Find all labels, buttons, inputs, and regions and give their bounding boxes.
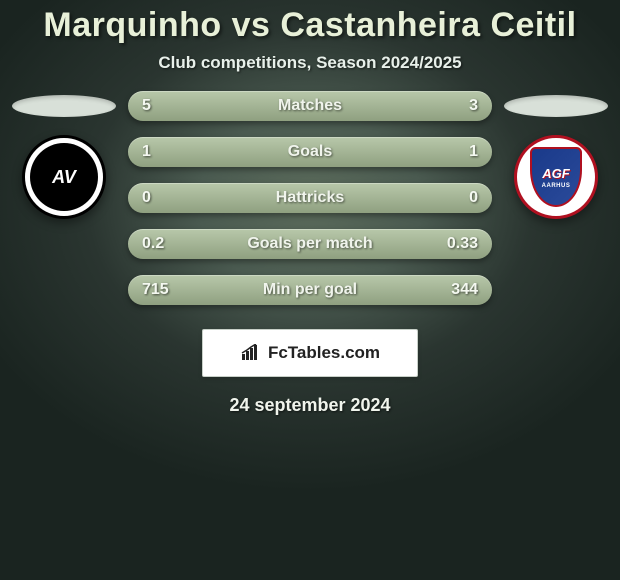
page-title: Marquinho vs Castanheira Ceitil: [0, 6, 620, 45]
stat-left-value: 1: [142, 143, 182, 161]
right-club-shield: AGF AARHUS: [530, 147, 582, 207]
stat-left-value: 5: [142, 97, 182, 115]
stats-column: 5 Matches 3 1 Goals 1 0 Hattricks 0 0.2 …: [128, 91, 492, 305]
stat-row: 715 Min per goal 344: [128, 275, 492, 305]
stat-label: Goals per match: [247, 235, 372, 253]
comparison-row: AV 5 Matches 3 1 Goals 1 0 Hattricks 0: [0, 91, 620, 305]
stat-left-value: 715: [142, 281, 182, 299]
stat-label: Matches: [278, 97, 342, 115]
right-club-logo: AGF AARHUS: [514, 135, 598, 219]
stat-right-value: 3: [438, 97, 478, 115]
stat-row: 1 Goals 1: [128, 137, 492, 167]
stat-left-value: 0: [142, 189, 182, 207]
right-club-logo-text: AGF: [542, 166, 569, 181]
right-club-logo-subtext: AARHUS: [542, 183, 571, 189]
stat-label: Hattricks: [276, 189, 344, 207]
brand-text: FcTables.com: [268, 343, 380, 363]
stat-row: 0.2 Goals per match 0.33: [128, 229, 492, 259]
right-shadow-ellipse: [504, 95, 608, 117]
date-text: 24 september 2024: [0, 395, 620, 416]
left-shadow-ellipse: [12, 95, 116, 117]
left-club-logo: AV: [22, 135, 106, 219]
stat-row: 5 Matches 3: [128, 91, 492, 121]
right-club-column: AGF AARHUS: [500, 91, 612, 219]
content-root: Marquinho vs Castanheira Ceitil Club com…: [0, 0, 620, 416]
brand-box[interactable]: FcTables.com: [202, 329, 418, 377]
stat-label: Goals: [288, 143, 332, 161]
left-club-column: AV: [8, 91, 120, 219]
stat-label: Min per goal: [263, 281, 357, 299]
left-club-logo-inner: AV: [30, 143, 98, 211]
bar-chart-icon: [240, 344, 262, 362]
stat-right-value: 0: [438, 189, 478, 207]
stat-right-value: 1: [438, 143, 478, 161]
stat-left-value: 0.2: [142, 235, 182, 253]
page-subtitle: Club competitions, Season 2024/2025: [0, 53, 620, 73]
left-club-logo-text: AV: [52, 167, 76, 188]
stat-right-value: 344: [438, 281, 478, 299]
stat-row: 0 Hattricks 0: [128, 183, 492, 213]
stat-right-value: 0.33: [438, 235, 478, 253]
